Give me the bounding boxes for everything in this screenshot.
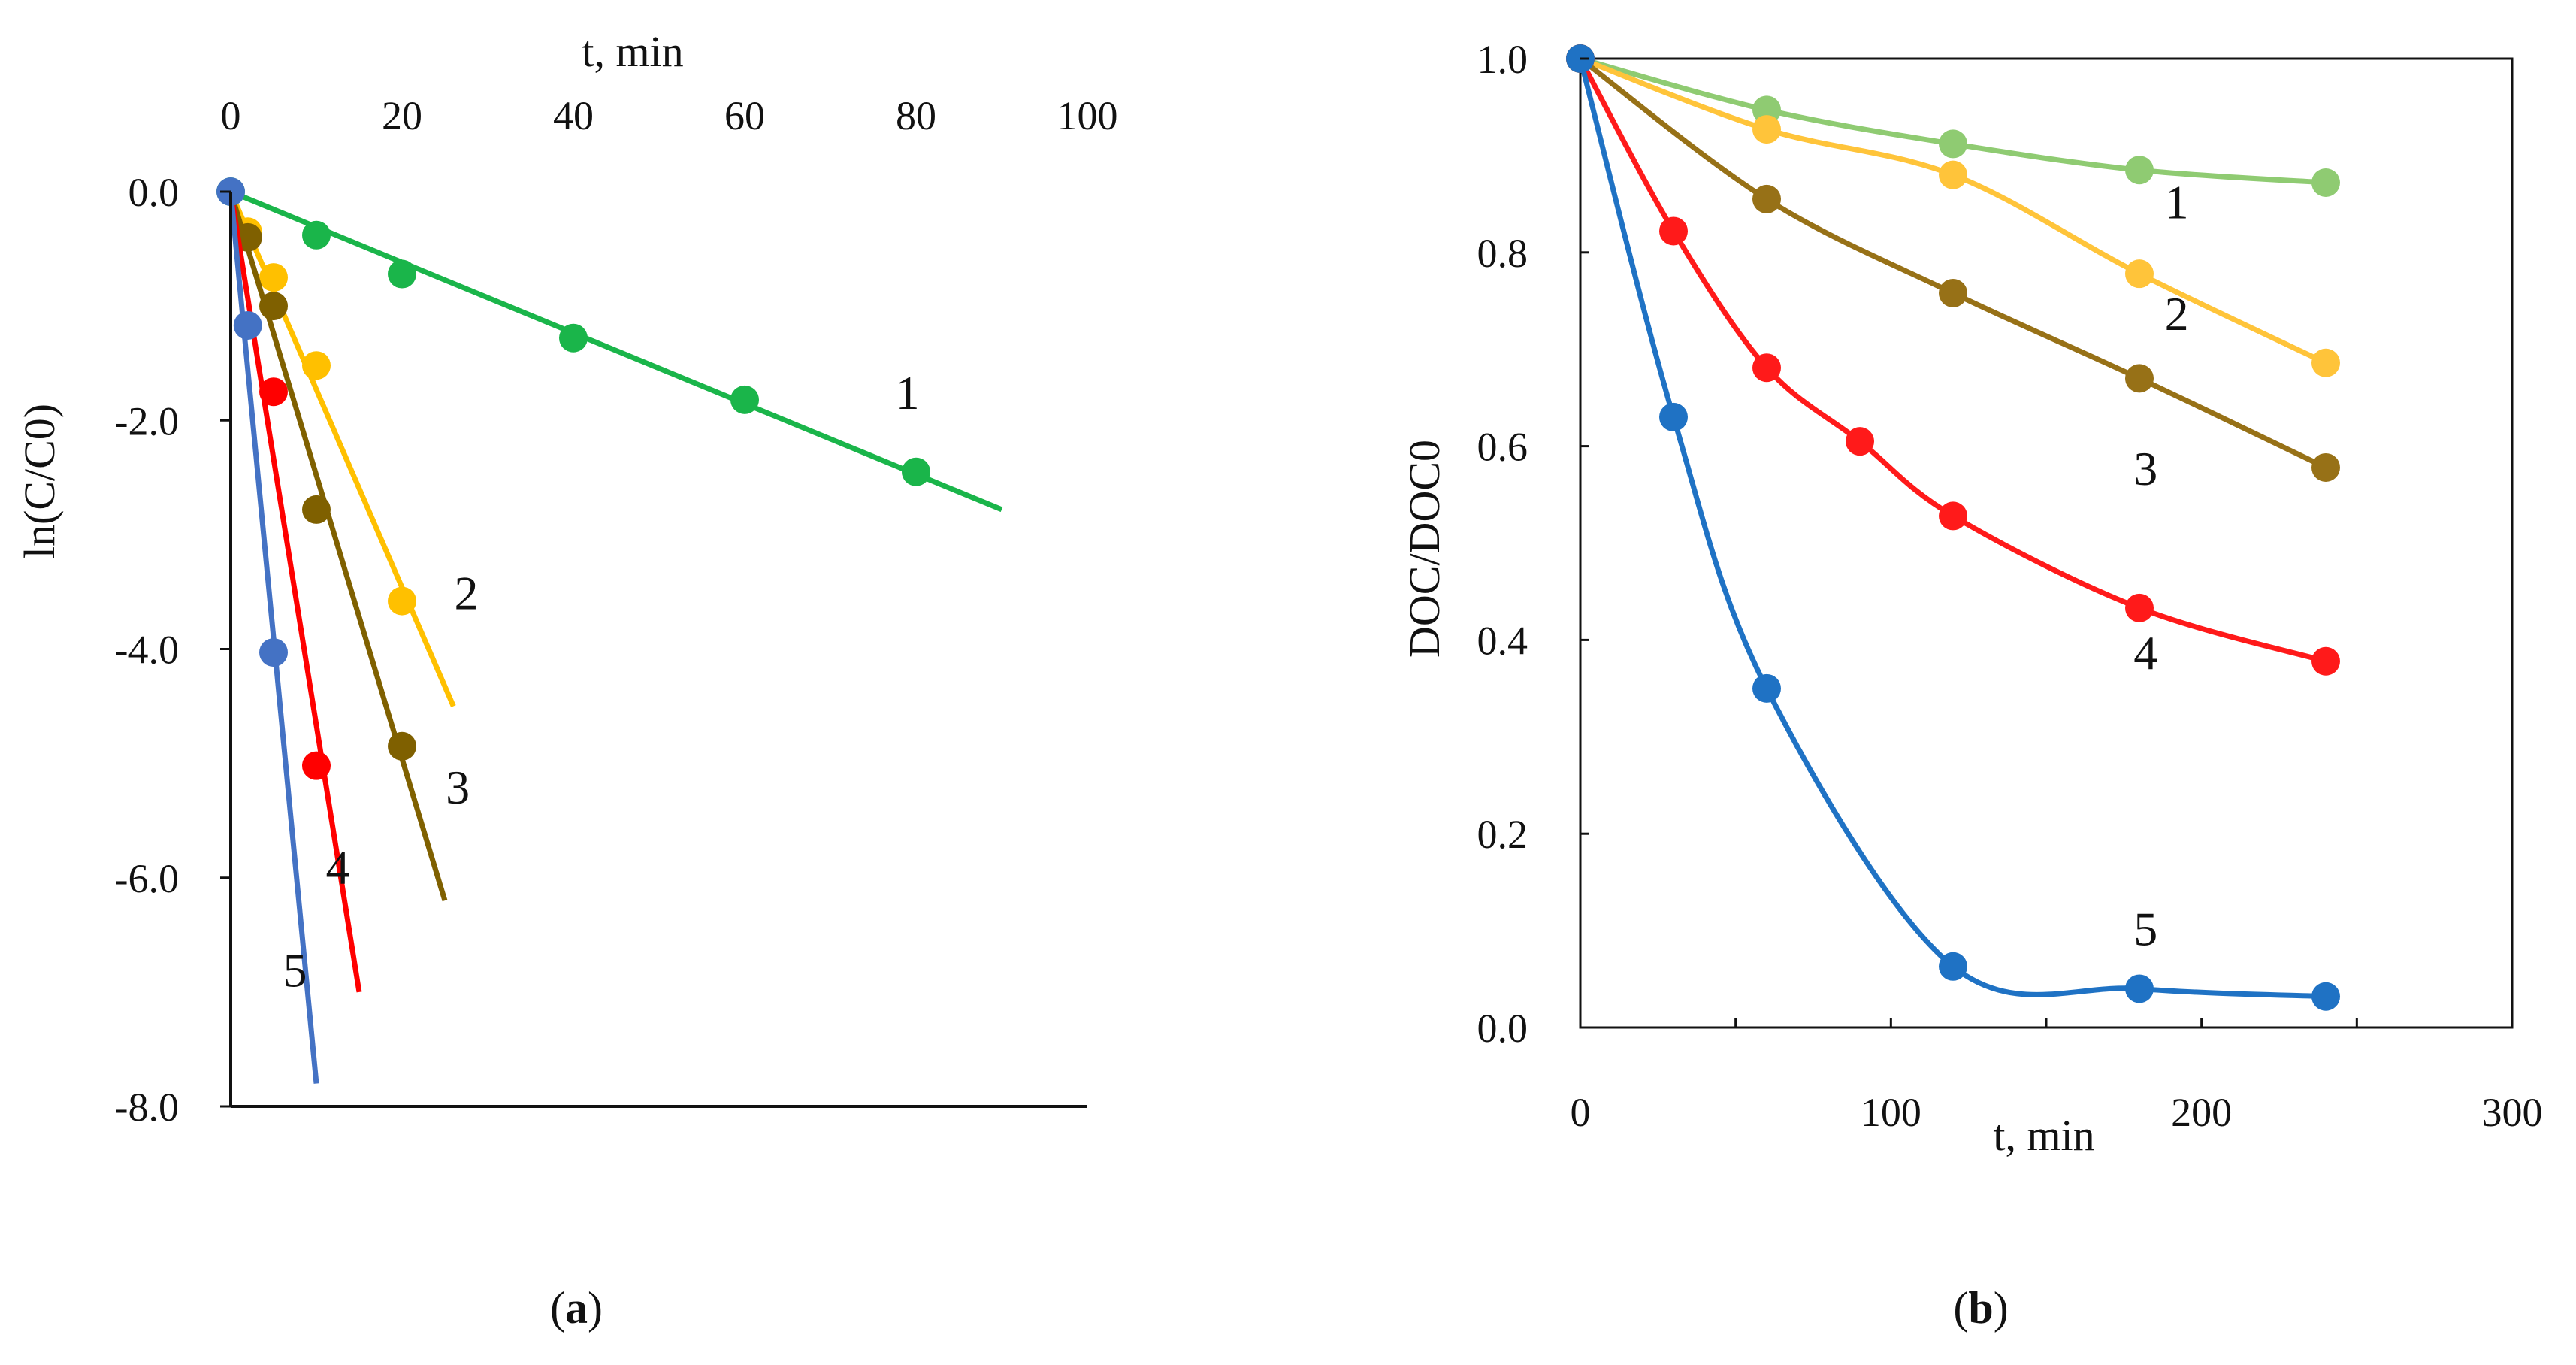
chart-b-curve-labels: 1 2 3 4 5 [2133,176,2188,956]
chart-b-x-tick-label: 200 [2171,1090,2232,1135]
chart-b-x-ticks: 0 100 200 300 [1571,1018,2543,1135]
chart-a-x-tick-label: 60 [724,93,765,138]
chart-b-x-tick-label: 100 [1861,1090,1921,1135]
chart-b-point-2 [2125,259,2154,289]
chart-a-point-1 [730,385,759,414]
chart-a-series-layer [216,177,1003,1084]
chart-a-curve-label: 2 [455,566,479,619]
chart-b-plot-frame [1579,57,2514,1029]
chart-a-y-tick-label: -6.0 [115,856,179,901]
chart-a-point-5 [233,310,262,340]
chart-b: 1 2 3 4 5 0 100 200 300 0.0 0.2 0.4 0.6 0.8 1.0 t, m… [1400,37,2543,1333]
chart-b-point-4 [1659,216,1688,246]
chart-a-x-ticks: 0 20 40 60 80 100 [221,93,1118,138]
chart-a-point-3 [302,495,331,524]
chart-a-point-1 [902,457,930,486]
chart-b-point-1 [2311,168,2340,197]
chart-a-panel-label: (a) [550,1283,603,1333]
chart-b-point-3 [2125,364,2154,393]
chart-b-curve-label: 1 [2165,176,2189,229]
chart-a-series-5 [216,177,319,1084]
chart-b-curve-label: 3 [2133,442,2157,495]
chart-b-point-2 [1939,160,1967,189]
chart-a-x-tick-label: 100 [1057,93,1118,138]
chart-b-point-4 [1939,501,1967,531]
chart-b-point-3 [2311,452,2340,482]
chart-b-x-tick-label: 0 [1571,1090,1591,1135]
chart-a-y-tick-label: 0.0 [128,170,180,215]
chart-a-point-3 [259,292,288,321]
chart-a-point-2 [388,586,416,616]
chart-b-point-3 [1939,278,1967,307]
chart-b-series-layer [1566,44,2340,1011]
chart-a-point-2 [259,263,288,292]
chart-a-x-tick-label: 80 [896,93,936,138]
chart-a-fit-line-1 [229,189,1003,513]
chart-b-point-4 [2125,593,2154,622]
chart-a-point-4 [259,377,288,407]
chart-a: 1 2 3 45 0 20 40 60 80 100 0.0 -2.0 -4.0 -6.0 -8.0 t… [15,27,1118,1333]
chart-a-y-tick-label: -8.0 [115,1085,179,1130]
chart-a-point-1 [388,259,416,289]
chart-a-point-3 [388,731,416,761]
chart-b-y-tick-label: 0.8 [1477,231,1528,276]
chart-a-x-axis-title: t, min [582,27,683,76]
chart-a-point-1 [302,220,331,250]
chart-b-point-5 [2125,974,2154,1003]
chart-b-point-5 [2311,982,2340,1011]
chart-b-curve-label: 2 [2165,287,2189,340]
chart-b-point-2 [1752,115,1781,144]
chart-b-panel-label: (b) [1953,1283,2008,1333]
chart-b-y-tick-label: 0.4 [1477,618,1528,663]
chart-b-y-tick-label: 0.2 [1477,812,1528,857]
chart-a-point-5 [259,638,288,667]
chart-b-y-axis-title: DOC/DOC0 [1400,440,1449,658]
chart-b-x-tick-label: 300 [2482,1090,2543,1135]
chart-a-curve-label: 1 [896,366,920,419]
chart-b-point-1 [1939,129,1967,159]
chart-b-point-5 [1939,952,1967,981]
chart-a-curve-label: 3 [446,761,470,814]
chart-a-series-1 [216,177,1003,513]
chart-b-curve-2 [1579,56,2327,365]
chart-b-point-1 [2125,156,2154,185]
chart-b-point-4 [1752,353,1781,383]
chart-a-point-2 [302,351,331,380]
chart-b-point-5 [1659,402,1688,431]
chart-b-point-4 [1846,427,1874,456]
chart-a-x-tick-label: 0 [221,93,241,138]
chart-b-curve-label: 5 [2133,902,2157,955]
chart-a-point-1 [559,323,588,353]
chart-b-y-tick-label: 0.6 [1477,425,1528,470]
chart-a-curve-label: 4 [326,840,350,894]
chart-a-y-tick-label: -4.0 [115,628,179,673]
chart-a-y-ticks: 0.0 -2.0 -4.0 -6.0 -8.0 [115,170,231,1130]
chart-b-curve-label: 4 [2133,626,2157,679]
chart-b-point-2 [2311,348,2340,377]
chart-a-curve-label: 5 [283,943,307,997]
chart-a-fit-line-5 [228,191,319,1084]
chart-b-y-tick-label: 1.0 [1477,37,1528,82]
chart-a-y-axis-title: ln(C/C0) [15,404,64,558]
chart-b-y-tick-label: 0.0 [1477,1006,1528,1051]
chart-a-x-tick-label: 40 [553,93,594,138]
chart-b-point-3 [1752,184,1781,213]
chart-b-panel-letter: b [1968,1283,1993,1333]
chart-b-series-5 [1566,44,2340,1011]
chart-b-y-ticks: 0.0 0.2 0.4 0.6 0.8 1.0 [1477,37,1589,1051]
chart-a-panel-letter: a [565,1283,588,1333]
chart-b-x-axis-title: t, min [1993,1111,2094,1160]
chart-a-curve-labels: 1 2 3 45 [283,366,920,997]
chart-b-point-5 [1752,673,1781,703]
chart-b-series-2 [1566,44,2340,377]
chart-a-x-tick-label: 20 [382,93,422,138]
chart-a-y-tick-label: -2.0 [115,398,179,443]
chart-a-point-4 [302,751,331,780]
chart-b-point-4 [2311,646,2340,676]
